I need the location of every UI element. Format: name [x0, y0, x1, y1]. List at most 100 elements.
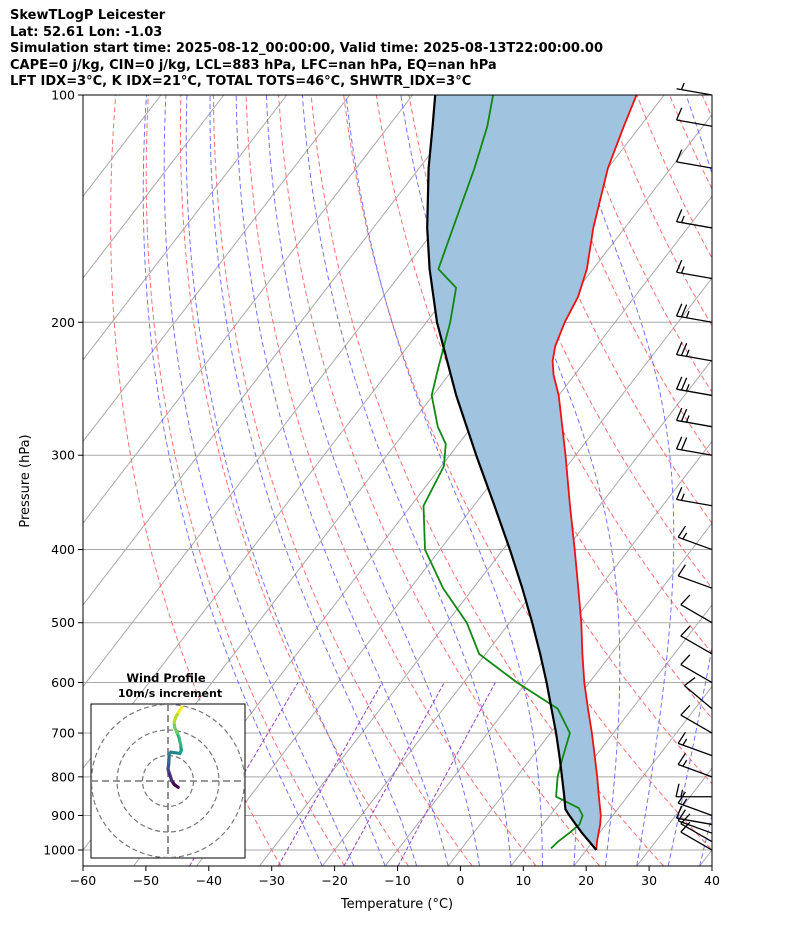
chart-title-block: SkewTLogP Leicester Lat: 52.61 Lon: -1.0… — [10, 8, 603, 91]
y-tick-label: 1000 — [43, 843, 75, 858]
dry-adiabat — [506, 95, 712, 525]
indices-line: LFT IDX=3°C, K IDX=21°C, TOTAL TOTS=46°C… — [10, 74, 472, 90]
moist-adiabat — [142, 95, 323, 866]
moist-adiabat — [699, 813, 712, 866]
moist-adiabat — [470, 95, 621, 866]
chart-title: SkewTLogP Leicester — [10, 8, 166, 23]
profile-lines — [422, 95, 638, 851]
wind-barb — [675, 436, 713, 456]
moist-adiabat — [163, 95, 355, 866]
x-tick-label: −40 — [196, 873, 222, 888]
time-line: Simulation start time: 2025-08-12_00:00:… — [10, 41, 603, 57]
y-tick-label: 100 — [51, 88, 75, 103]
cape-cin-fill — [427, 95, 637, 850]
x-tick-label: 40 — [704, 873, 720, 888]
wind-barb — [680, 594, 713, 624]
x-tick-label: 20 — [578, 873, 594, 888]
x-axis-label: Temperature (°C) — [340, 897, 453, 912]
wind-barb — [675, 486, 713, 507]
moist-adiabat — [265, 95, 480, 866]
mixing-ratio-line — [397, 682, 496, 866]
wind-barb — [684, 677, 713, 710]
parcel-line — [426, 95, 598, 851]
wind-barb — [675, 805, 713, 826]
isotherm-line — [510, 604, 712, 866]
dry-adiabat — [701, 95, 712, 119]
hodograph-segment — [177, 705, 184, 714]
dewpoint-line — [422, 95, 584, 850]
moist-adiabat — [209, 95, 418, 866]
y-axis-label: Pressure (hPa) — [18, 434, 33, 527]
hodograph-inset: Wind Profile 10m/s increment — [90, 671, 246, 859]
isotherm-line — [83, 95, 288, 361]
dry-adiabat — [212, 95, 473, 866]
isotherm-line — [83, 95, 413, 524]
hodograph-ring — [91, 704, 245, 858]
isotherm-line — [447, 522, 712, 866]
y-tick-label: 300 — [51, 448, 75, 463]
hodograph-subtitle: 10m/s increment — [118, 687, 222, 700]
mixing-ratio-line — [343, 682, 445, 866]
dry-adiabat — [767, 95, 794, 866]
y-tick-label: 600 — [51, 675, 75, 690]
location-line: Lat: 52.61 Lon: -1.03 — [10, 24, 163, 40]
wind-barb — [680, 821, 713, 851]
dry-adiabat — [278, 95, 601, 866]
moist-adiabat — [301, 95, 512, 866]
isotherm-line — [699, 849, 712, 866]
y-tick-label: 700 — [51, 726, 75, 741]
hodograph-title: Wind Profile — [126, 671, 206, 685]
wind-barb — [677, 791, 713, 817]
dry-adiabat — [735, 95, 794, 866]
y-tick-label: 400 — [51, 542, 75, 557]
wind-barb — [680, 625, 713, 655]
wind-barb — [680, 654, 713, 684]
temperature-line — [551, 95, 638, 851]
y-tick-label: 900 — [51, 808, 75, 823]
isotherm-line — [573, 685, 712, 866]
moist-adiabat — [185, 95, 386, 866]
wind-barb — [675, 107, 713, 127]
wind-barb — [675, 259, 713, 280]
dry-adiabat — [145, 95, 346, 866]
moist-adiabat — [345, 95, 543, 866]
wind-barb — [675, 209, 713, 229]
cape-shading — [427, 95, 637, 850]
wind-barb — [677, 752, 713, 778]
x-tick-label: −20 — [321, 873, 347, 888]
x-tick-label: 30 — [641, 873, 657, 888]
dry-adiabat — [245, 95, 537, 866]
x-tick-label: 10 — [515, 873, 531, 888]
wind-barb — [676, 82, 713, 96]
y-tick-label: 800 — [51, 769, 75, 784]
isotherm-line — [83, 95, 225, 279]
moist-adiabat — [667, 95, 712, 866]
isotherm-line — [321, 358, 712, 866]
cape-line: CAPE=0 j/kg, CIN=0 j/kg, LCL=883 hPa, LF… — [10, 57, 497, 73]
isotherm-line — [83, 95, 476, 606]
wind-barb — [675, 376, 713, 397]
wind-barb — [677, 525, 713, 551]
wind-barb — [677, 731, 713, 757]
wind-barb — [675, 342, 713, 362]
wind-barb — [680, 704, 713, 734]
dry-adiabat — [310, 95, 664, 866]
wind-barb — [675, 783, 712, 798]
wind-barb — [675, 303, 713, 323]
x-tick-label: −50 — [133, 873, 159, 888]
isotherm-line — [83, 95, 351, 443]
wind-barb — [677, 564, 713, 589]
dry-adiabat — [538, 95, 712, 459]
y-tick-label: 500 — [51, 615, 75, 630]
x-tick-label: −30 — [259, 873, 285, 888]
dry-adiabat — [110, 95, 282, 866]
x-tick-label: −60 — [70, 873, 96, 888]
wind-barbs — [675, 82, 713, 851]
mixing-ratio-line — [277, 682, 383, 866]
x-tick-label: −10 — [384, 873, 410, 888]
x-tick-label: 0 — [456, 873, 464, 888]
wind-barb — [675, 407, 713, 428]
axis-ticks: −60 −50 −40 −30 −20 −10 0 10 20 30 40 100 200 300 400 5… — [43, 88, 720, 889]
moist-adiabat — [235, 95, 449, 866]
